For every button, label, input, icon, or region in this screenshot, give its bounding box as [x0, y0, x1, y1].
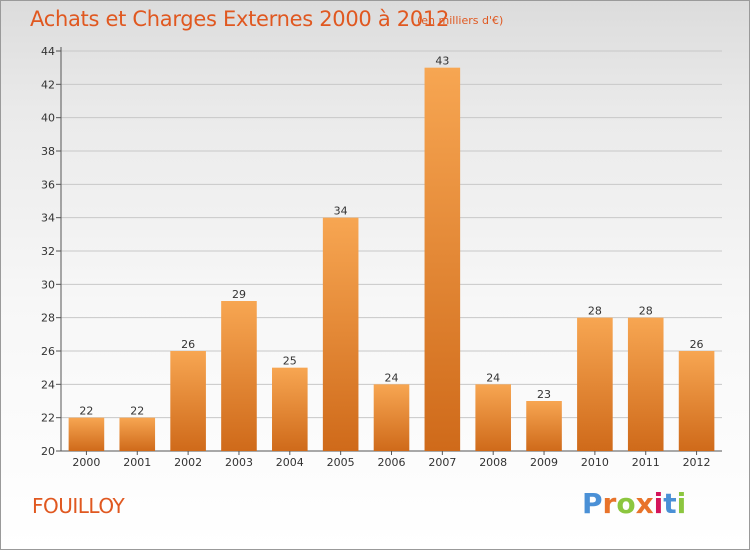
data-label-2010: 28 — [588, 305, 602, 318]
x-tick-label-2003: 2003 — [225, 456, 253, 469]
logo-letter: x — [635, 487, 654, 520]
bar-2004 — [272, 367, 308, 451]
x-tick-label-2010: 2010 — [581, 456, 609, 469]
bar-2008 — [475, 384, 511, 451]
data-label-2005: 34 — [334, 205, 348, 218]
bar-2001 — [119, 417, 156, 451]
bar-2007 — [424, 67, 461, 452]
bar-2002 — [170, 351, 206, 451]
data-label-2009: 23 — [537, 388, 551, 401]
data-label-2012: 26 — [690, 338, 704, 351]
data-label-2002: 26 — [181, 338, 195, 351]
y-tick-label: 34 — [41, 212, 55, 225]
y-tick-label: 40 — [41, 112, 55, 125]
logo-letter: i — [676, 487, 687, 520]
bar-2003 — [221, 301, 257, 451]
chart-title: Achats et Charges Externes 2000 à 2012 — [30, 7, 450, 31]
x-tick-label-2000: 2000 — [72, 456, 100, 469]
y-tick-label: 38 — [41, 145, 55, 158]
y-tick-label: 42 — [41, 78, 55, 91]
y-tick-label: 30 — [41, 278, 55, 291]
data-label-2000: 22 — [79, 405, 93, 418]
bar-2005 — [322, 217, 359, 451]
data-label-2006: 24 — [385, 371, 399, 384]
logo-letter: i — [653, 487, 664, 520]
bar-2009 — [526, 401, 562, 451]
y-tick-label: 36 — [41, 178, 55, 191]
y-tick-label: 20 — [41, 445, 55, 458]
data-label-2004: 25 — [283, 355, 297, 368]
x-tick-label-2008: 2008 — [479, 456, 507, 469]
y-tick-label: 22 — [41, 412, 55, 425]
y-tick-label: 26 — [41, 345, 55, 358]
x-tick-label-2004: 2004 — [276, 456, 304, 469]
x-tick-label-2005: 2005 — [327, 456, 355, 469]
data-label-2003: 29 — [232, 288, 246, 301]
x-tick-label-2011: 2011 — [632, 456, 660, 469]
data-label-2001: 22 — [130, 405, 144, 418]
commune-name: FOUILLOY — [32, 494, 125, 518]
x-tick-label-2001: 2001 — [123, 456, 151, 469]
data-label-2011: 28 — [639, 305, 653, 318]
logo-letter: P — [582, 487, 603, 520]
x-tick-label-2007: 2007 — [428, 456, 456, 469]
x-tick-label-2009: 2009 — [530, 456, 558, 469]
data-label-2008: 24 — [486, 371, 500, 384]
logo-letter: t — [663, 487, 677, 520]
logo-letter: r — [602, 487, 617, 520]
proxiti-logo: Proxiti — [582, 487, 686, 520]
y-tick-label: 28 — [41, 312, 55, 325]
y-tick-label: 44 — [41, 45, 55, 58]
bar-2011 — [627, 317, 664, 451]
bar-2006 — [373, 384, 410, 451]
data-label-2007: 43 — [435, 55, 449, 68]
x-tick-label-2006: 2006 — [378, 456, 406, 469]
bars — [68, 67, 715, 452]
x-tick-label-2002: 2002 — [174, 456, 202, 469]
labels: 20 22 24 26 28 30 32 34 36 38 40 42 44 22 2000 22 2001 26… — [41, 45, 711, 469]
chart-subtitle: (en milliers d'€) — [417, 14, 504, 27]
logo-letter: o — [616, 487, 636, 520]
bar-2000 — [68, 417, 105, 451]
y-tick-label: 24 — [41, 378, 55, 391]
y-tick-label: 32 — [41, 245, 55, 258]
bar-2010 — [577, 317, 613, 451]
bar-2012 — [678, 351, 715, 451]
x-tick-label-2012: 2012 — [683, 456, 711, 469]
